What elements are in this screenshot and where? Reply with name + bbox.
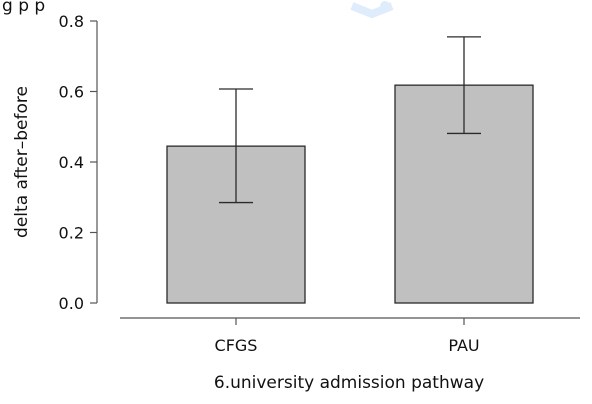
- watermark-dot-shape: [380, 1, 390, 11]
- watermark: [350, 1, 394, 19]
- error-bars-group: [219, 36, 481, 204]
- x-tick-label: PAU: [448, 336, 479, 355]
- x-tick-label: CFGS: [215, 336, 258, 355]
- y-tick-label: 0.8: [59, 12, 84, 31]
- x-axis-title: 6.university admission pathway: [214, 373, 484, 393]
- cropped-header-text: g p p: [2, 0, 45, 16]
- bars-group: [166, 84, 534, 304]
- y-tick-label: 0.4: [59, 153, 84, 172]
- x-axis: CFGS PAU: [120, 317, 580, 355]
- y-axis-title: delta after–before: [12, 86, 32, 238]
- y-axis: 0.0 0.2 0.4 0.6 0.8: [59, 12, 98, 313]
- y-tick-label: 0.0: [59, 294, 84, 313]
- y-tick-label: 0.6: [59, 83, 84, 102]
- y-tick-label: 0.2: [59, 224, 84, 243]
